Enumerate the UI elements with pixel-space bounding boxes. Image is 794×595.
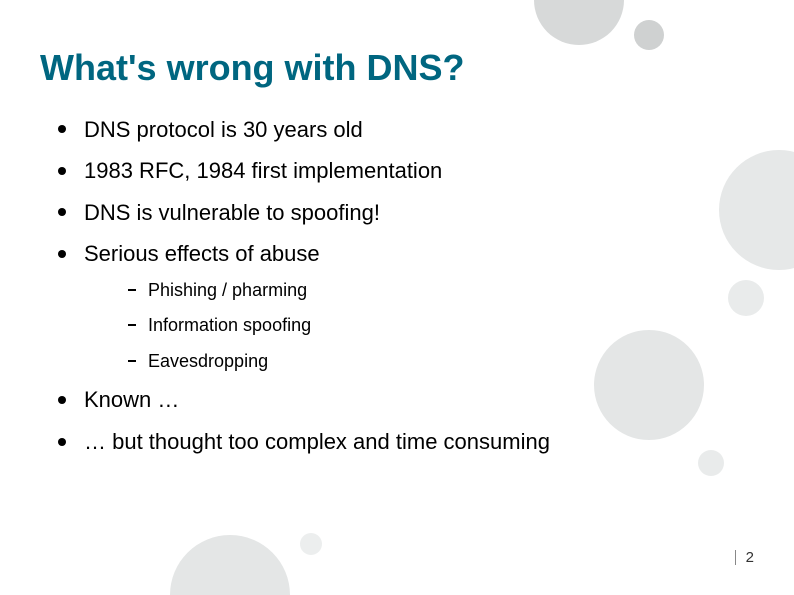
- sub-list-item-text: Phishing / pharming: [148, 280, 307, 300]
- list-item: DNS is vulnerable to spoofing!: [58, 199, 754, 227]
- decorative-circle: [300, 533, 322, 555]
- list-item-text: … but thought too complex and time consu…: [84, 429, 550, 454]
- sub-list-item: Eavesdropping: [128, 351, 754, 373]
- list-item: Known …: [58, 386, 754, 414]
- sub-list-item: Information spoofing: [128, 315, 754, 337]
- slide-title: What's wrong with DNS?: [40, 48, 754, 88]
- page-number: 2: [735, 550, 754, 565]
- sub-list-item: Phishing / pharming: [128, 280, 754, 302]
- list-item-text: 1983 RFC, 1984 first implementation: [84, 158, 442, 183]
- list-item-text: DNS protocol is 30 years old: [84, 117, 363, 142]
- slide-content: What's wrong with DNS? DNS protocol is 3…: [0, 0, 794, 455]
- list-item: 1983 RFC, 1984 first implementation: [58, 157, 754, 185]
- bullet-list: DNS protocol is 30 years old 1983 RFC, 1…: [40, 116, 754, 456]
- sub-list-item-text: Eavesdropping: [148, 351, 268, 371]
- list-item: DNS protocol is 30 years old: [58, 116, 754, 144]
- sub-bullet-list: Phishing / pharming Information spoofing…: [84, 280, 754, 373]
- list-item-text: Known …: [84, 387, 179, 412]
- slide: What's wrong with DNS? DNS protocol is 3…: [0, 0, 794, 595]
- sub-list-item-text: Information spoofing: [148, 315, 311, 335]
- list-item-text: Serious effects of abuse: [84, 241, 320, 266]
- list-item: Serious effects of abuse Phishing / phar…: [58, 240, 754, 372]
- list-item-text: DNS is vulnerable to spoofing!: [84, 200, 380, 225]
- list-item: … but thought too complex and time consu…: [58, 428, 754, 456]
- decorative-circle: [170, 535, 290, 595]
